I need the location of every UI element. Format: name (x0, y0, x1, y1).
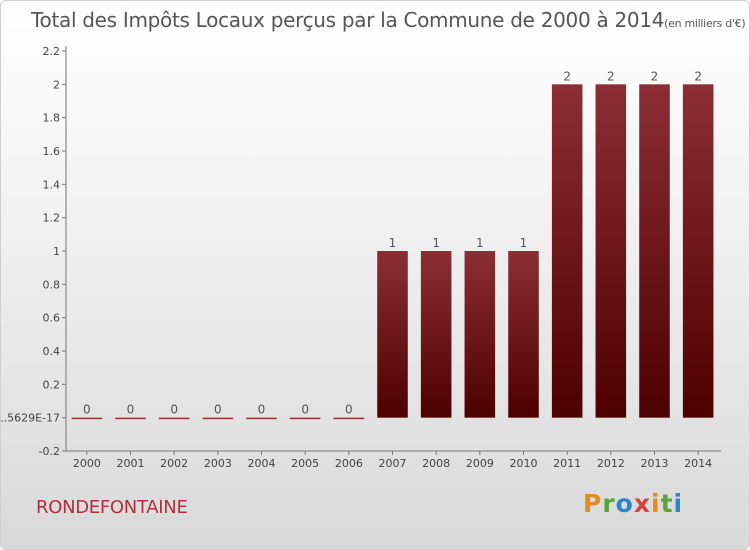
bar-value-label: 1 (389, 236, 397, 250)
commune-name: RONDEFONTAINE (36, 497, 188, 518)
axes: -0.2 -1.5629E-17 0.2 0.4 0.6 0.8 1 1.2 1.4 1.6 1.8… (1, 45, 721, 470)
y-tick-label: 1.6 (43, 145, 61, 158)
bar-value-label: 1 (432, 236, 440, 250)
logo-letter: o (615, 489, 634, 518)
title-unit: (en milliers d'€) (664, 17, 746, 30)
y-tick-label: 1.4 (43, 178, 61, 191)
x-tick-label: 2006 (335, 457, 363, 470)
logo-letter: i (673, 489, 684, 518)
bar (551, 84, 583, 418)
bar (682, 84, 714, 418)
bars (71, 84, 714, 420)
bar-value-label: 0 (301, 403, 309, 417)
y-tick-label: 0.6 (43, 312, 61, 325)
logo-letter: t (660, 489, 674, 518)
y-tick-label: 1.8 (43, 112, 61, 125)
logo-letter: r (602, 489, 616, 518)
x-tick-label: 2012 (597, 457, 625, 470)
bar-value-label: 2 (694, 69, 702, 83)
logo-letter: P (583, 489, 603, 518)
logo-letter: i (651, 489, 661, 518)
bar-value-label: 0 (83, 403, 91, 417)
x-tick-label: 2011 (553, 457, 581, 470)
bar (289, 417, 321, 420)
bar-value-label: 0 (214, 403, 222, 417)
bar-value-label: 0 (345, 403, 353, 417)
y-tick-label: 0.4 (43, 345, 61, 358)
bar-value-label: 0 (258, 403, 266, 417)
bar (71, 417, 103, 420)
x-tick-label: 2013 (641, 457, 669, 470)
y-tick-label: 1.2 (43, 212, 61, 225)
bar (508, 251, 539, 418)
bar-value-label: 1 (476, 236, 484, 250)
x-tick-label: 2000 (73, 457, 101, 470)
x-tick-label: 2003 (204, 457, 232, 470)
y-tick-label: 1 (53, 245, 60, 258)
value-labels: 0 0 0 0 0 0 0 1 1 1 1 2 2 2 2 (83, 69, 702, 416)
x-tick-label: 2004 (248, 457, 276, 470)
bar-value-label: 2 (651, 69, 659, 83)
chart-title: Total des Impôts Locaux perçus par la Co… (31, 8, 746, 32)
y-tick-label: -0.2 (39, 445, 60, 458)
bar (464, 251, 496, 418)
x-tick-label: 2005 (291, 457, 319, 470)
x-tick-label: 2014 (684, 457, 712, 470)
bar-value-label: 0 (127, 403, 135, 417)
bar (158, 417, 190, 420)
bar (639, 84, 670, 418)
bar (420, 251, 452, 418)
x-tick-label: 2010 (510, 457, 538, 470)
x-tick-label: 2008 (422, 457, 450, 470)
proxiti-logo: Proxiti (583, 489, 683, 518)
y-tick-label: 2.2 (43, 45, 61, 58)
y-tick-label: 0.2 (43, 378, 61, 391)
bar-value-label: 1 (520, 236, 528, 250)
y-tick-label: 2 (53, 78, 60, 91)
bar (202, 417, 234, 420)
y-tick-label: -1.5629E-17 (1, 412, 60, 425)
bar (115, 417, 146, 420)
bar-value-label: 2 (607, 69, 615, 83)
bar (595, 84, 627, 418)
bar-value-label: 2 (563, 69, 571, 83)
title-text: Total des Impôts Locaux perçus par la Co… (31, 8, 665, 32)
bar (377, 251, 408, 418)
x-tick-label: 2009 (466, 457, 494, 470)
x-tick-label: 2001 (117, 457, 145, 470)
x-tick-label: 2007 (379, 457, 407, 470)
y-tick-label: 0.8 (43, 278, 61, 291)
bar-value-label: 0 (170, 403, 178, 417)
bar (246, 417, 277, 420)
x-tick-label: 2002 (160, 457, 188, 470)
logo-letter: x (633, 489, 651, 518)
bar (333, 417, 365, 420)
